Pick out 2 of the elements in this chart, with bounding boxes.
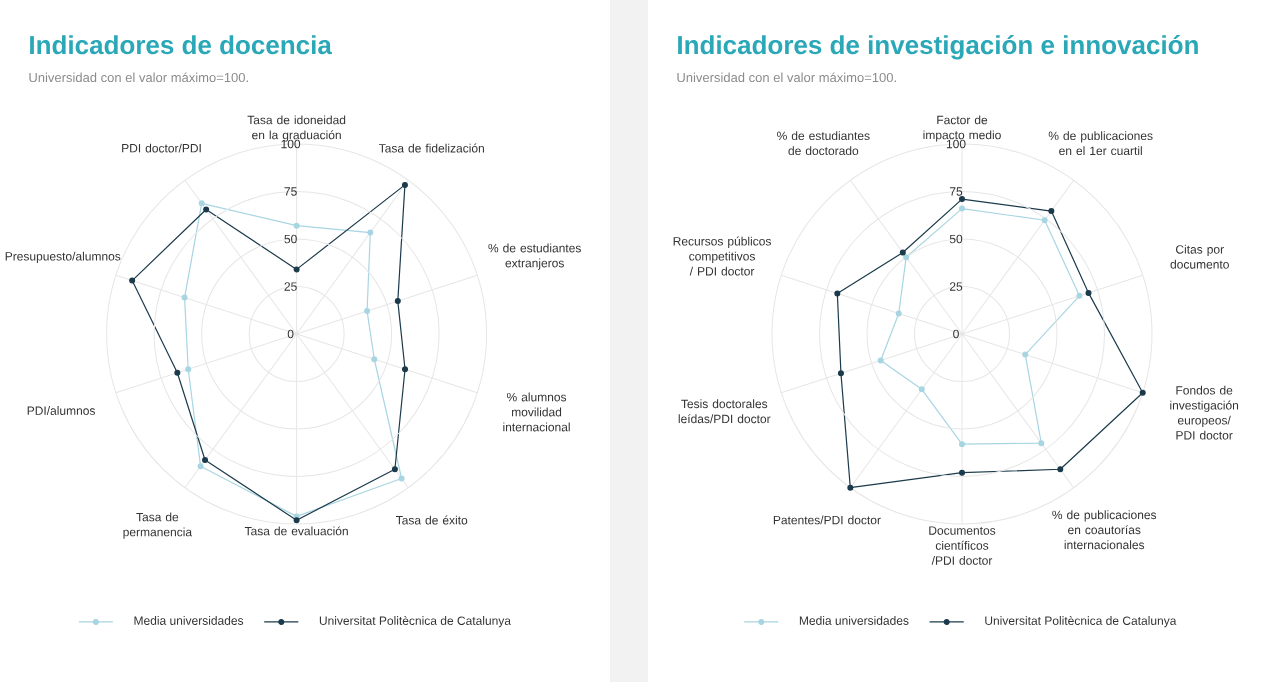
chart-title: Indicadores de docencia [30, 35, 332, 55]
chart-title: Indicadores de investigación e innovación [678, 34, 1198, 60]
